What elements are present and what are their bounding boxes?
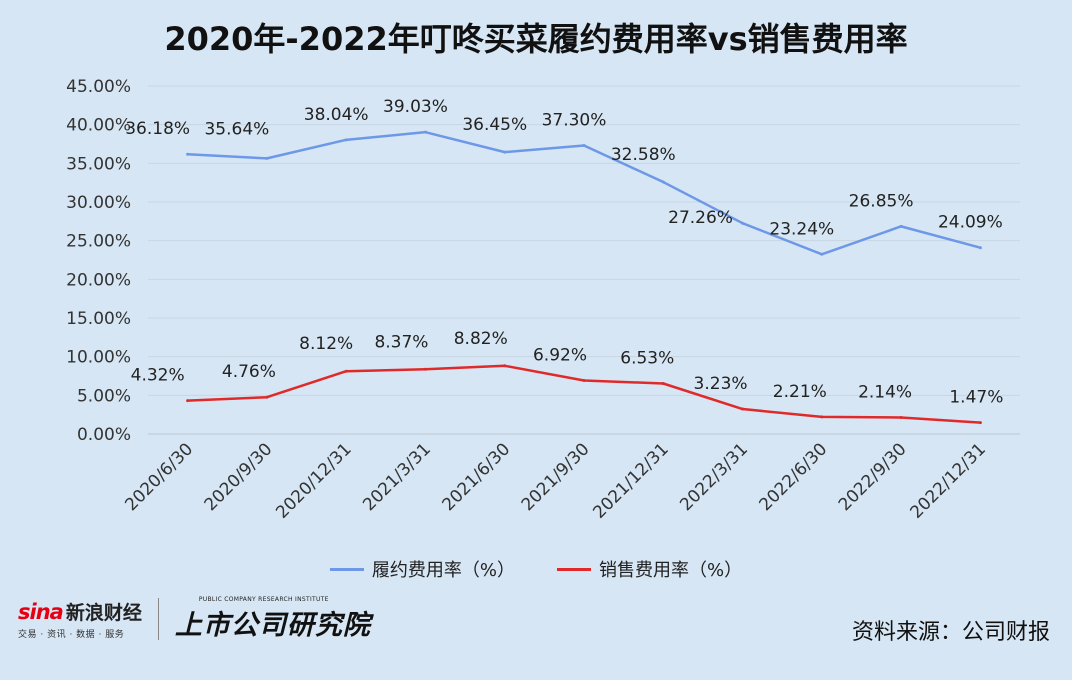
data-point: [899, 224, 903, 228]
sina-logo-text: sina: [18, 599, 64, 624]
sina-finance-logo: sina 新浪财经 交易 · 资讯 · 数据 · 服务: [18, 598, 142, 641]
x-tick-label: 2022/9/30: [835, 439, 911, 515]
legend-item-fulfillment[interactable]: 履约费用率（%）: [329, 556, 515, 582]
data-point: [899, 415, 903, 419]
y-tick-label: 20.00%: [66, 270, 131, 290]
x-tick-label: 2021/6/30: [438, 439, 514, 515]
data-point: [344, 138, 348, 142]
data-label: 36.45%: [462, 115, 527, 135]
data-point: [423, 130, 427, 134]
x-tick-label: 2020/6/30: [121, 439, 197, 515]
institute-logo-name: 上市公司研究院: [174, 610, 371, 641]
x-tick-label: 2022/12/31: [906, 439, 989, 522]
data-label: 2.14%: [858, 382, 912, 402]
data-point: [978, 246, 982, 250]
x-tick-label: 2021/3/31: [359, 439, 435, 515]
data-label: 26.85%: [849, 191, 914, 211]
data-label: 4.76%: [222, 362, 276, 382]
chart-title: 2020年-2022年叮咚买菜履约费用率vs销售费用率: [164, 20, 908, 58]
data-point: [265, 395, 269, 399]
y-tick-label: 5.00%: [77, 386, 131, 406]
y-tick-label: 15.00%: [66, 309, 131, 329]
line-chart: 0.00% 5.00% 10.00% 15.00% 20.00% 25.00% 30.00%…: [66, 77, 1020, 523]
data-label: 4.32%: [131, 366, 185, 386]
y-tick-label: 0.00%: [77, 425, 131, 445]
data-label: 8.82%: [454, 329, 508, 349]
institute-logo: PUBLIC COMPANY RESEARCH INSTITUTE 上市公司研究…: [175, 596, 371, 642]
x-tick-label: 2021/9/30: [518, 439, 594, 515]
x-tick-label: 2022/6/30: [756, 439, 832, 515]
data-label: 32.58%: [611, 145, 676, 165]
data-point: [661, 382, 665, 386]
grid-lines: [148, 85, 1020, 435]
data-label: 36.18%: [125, 119, 190, 139]
data-point: [741, 407, 745, 411]
legend-label-fulfillment: 履约费用率（%）: [371, 560, 515, 581]
y-tick-label: 25.00%: [66, 232, 131, 252]
data-point: [978, 421, 982, 425]
y-tick-label: 35.00%: [66, 154, 131, 174]
data-labels: 36.18% 35.64% 38.04% 39.03% 36.45% 37.30%32.5…: [125, 97, 1003, 407]
data-label: 1.47%: [949, 388, 1003, 408]
data-label: 6.92%: [533, 345, 587, 365]
sina-logo-tagline: 交易 · 资讯 · 数据 · 服务: [18, 630, 125, 640]
y-tick-label: 45.00%: [66, 77, 131, 97]
data-point: [423, 367, 427, 371]
data-point: [820, 415, 824, 419]
legend-swatch-sales: [557, 567, 591, 571]
x-tick-label: 2020/9/30: [201, 439, 277, 515]
data-point: [265, 156, 269, 160]
series-lines: [186, 130, 982, 425]
data-point: [344, 369, 348, 373]
data-point: [503, 150, 507, 154]
data-point: [582, 378, 586, 382]
y-tick-label: 10.00%: [66, 348, 131, 368]
data-label: 6.53%: [620, 349, 674, 369]
data-point: [661, 180, 665, 184]
y-axis-ticks: 0.00% 5.00% 10.00% 15.00% 20.00% 25.00% 30.00%…: [66, 77, 131, 445]
x-tick-label: 2021/12/31: [589, 439, 672, 522]
data-point: [503, 364, 507, 368]
data-point: [186, 399, 190, 403]
y-tick-label: 40.00%: [66, 116, 131, 136]
footer-logos: sina 新浪财经 交易 · 资讯 · 数据 · 服务 PUBLIC COMPA…: [18, 596, 371, 642]
institute-logo-english: PUBLIC COMPANY RESEARCH INSTITUTE: [198, 596, 329, 603]
legend-item-sales[interactable]: 销售费用率（%）: [557, 556, 742, 582]
data-label: 24.09%: [938, 213, 1003, 233]
data-point: [582, 144, 586, 148]
data-label: 2.21%: [773, 382, 827, 402]
data-point: [820, 252, 824, 256]
logo-divider: [157, 598, 159, 640]
data-label: 35.64%: [204, 119, 269, 139]
data-label: 27.26%: [668, 208, 733, 228]
x-tick-label: 2020/12/31: [272, 439, 355, 522]
legend: 履约费用率（%） 销售费用率（%）: [0, 556, 1072, 582]
legend-label-sales: 销售费用率（%）: [599, 560, 743, 581]
legend-swatch-fulfillment: [329, 567, 364, 571]
data-label: 23.24%: [769, 219, 834, 239]
data-source-note: 资料来源：公司财报: [851, 620, 1050, 645]
x-tick-label: 2022/3/31: [676, 439, 752, 515]
data-label: 38.04%: [304, 105, 369, 125]
y-tick-label: 30.00%: [66, 193, 131, 213]
data-label: 3.23%: [694, 374, 748, 394]
data-label: 8.37%: [374, 332, 428, 352]
data-label: 37.30%: [542, 111, 607, 131]
data-point: [186, 152, 190, 156]
data-label: 8.12%: [299, 334, 353, 354]
data-point: [741, 221, 745, 225]
sina-logo-cn: 新浪财经: [65, 602, 142, 624]
data-label: 39.03%: [383, 97, 448, 117]
